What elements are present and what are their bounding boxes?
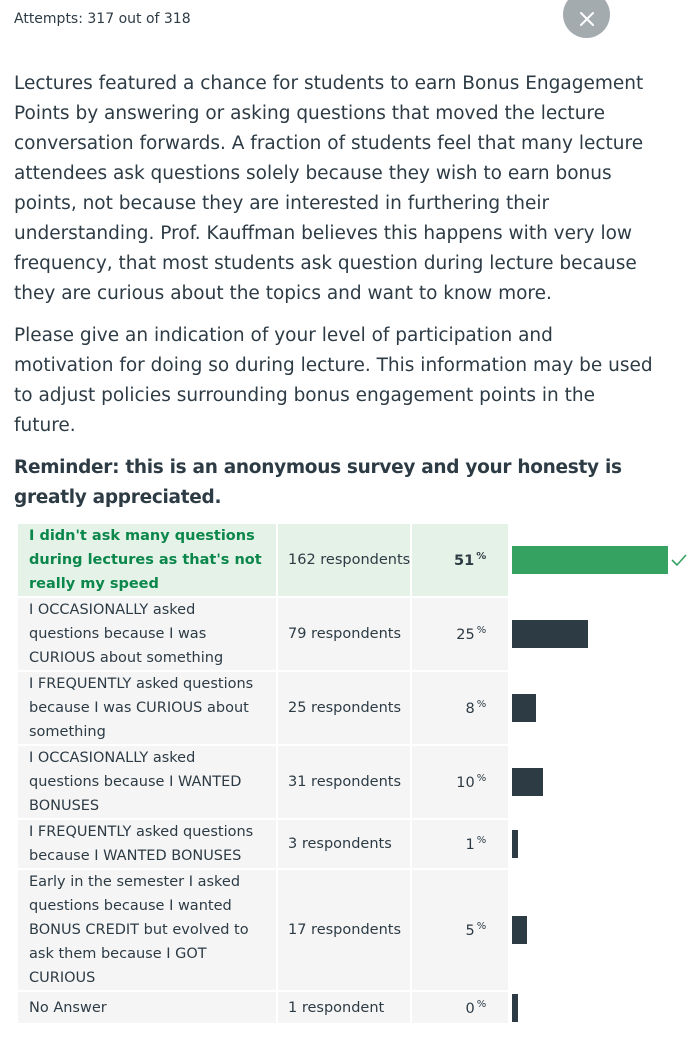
answer-results-table: I didn't ask many questions during lectu…	[16, 522, 687, 1025]
answer-percent: 51%	[412, 524, 509, 596]
answer-percent: 0%	[412, 992, 509, 1023]
result-bar	[512, 768, 544, 796]
percent-symbol: %	[476, 921, 487, 933]
close-icon	[579, 4, 594, 26]
bar-cell	[510, 820, 672, 868]
bar-cell	[510, 746, 672, 818]
percent-symbol: %	[476, 998, 487, 1010]
answer-percent: 10%	[412, 746, 509, 818]
question-text: Lectures featured a chance for students …	[14, 69, 654, 525]
answer-label: I OCCASIONALLY asked questions because I…	[18, 598, 276, 670]
answer-label: I FREQUENTLY asked questions because I W…	[18, 820, 276, 868]
answer-percent: 8%	[412, 672, 509, 744]
close-button[interactable]	[563, 0, 610, 38]
respondent-count: 3 respondents	[278, 820, 411, 868]
answer-row: Early in the semester I asked questions …	[18, 870, 672, 990]
result-bar	[512, 830, 519, 858]
answer-row: I OCCASIONALLY asked questions because I…	[18, 746, 672, 818]
percent-symbol: %	[476, 551, 487, 563]
percent-value: 1	[465, 836, 475, 853]
percent-symbol: %	[476, 835, 487, 847]
respondent-count: 1 respondent	[278, 992, 411, 1023]
question-paragraph-intro: Lectures featured a chance for students …	[14, 73, 644, 304]
answer-label: I FREQUENTLY asked questions because I w…	[18, 672, 276, 744]
respondent-count: 17 respondents	[278, 870, 411, 990]
respondent-count: 79 respondents	[278, 598, 411, 670]
answer-percent: 25%	[412, 598, 509, 670]
percent-value: 51	[454, 552, 475, 569]
answer-label: I didn't ask many questions during lectu…	[18, 524, 276, 596]
bar-cell	[510, 870, 672, 990]
percent-value: 10	[456, 774, 475, 791]
answer-percent: 1%	[412, 820, 509, 868]
percent-symbol: %	[476, 625, 487, 637]
bar-cell	[510, 672, 672, 744]
question-reminder: Reminder: this is an anonymous survey an…	[14, 457, 622, 508]
answer-row: I didn't ask many questions during lectu…	[18, 524, 687, 596]
result-bar	[512, 916, 528, 944]
percent-symbol: %	[476, 699, 487, 711]
answer-row: I FREQUENTLY asked questions because I w…	[18, 672, 672, 744]
attempts-counter: Attempts: 317 out of 318	[14, 11, 191, 27]
answer-row: I FREQUENTLY asked questions because I W…	[18, 820, 672, 868]
result-bar	[512, 620, 589, 648]
bar-cell	[510, 598, 672, 670]
answer-label: Early in the semester I asked questions …	[18, 870, 276, 990]
answer-label: I OCCASIONALLY asked questions because I…	[18, 746, 276, 818]
question-paragraph-prompt: Please give an indication of your level …	[14, 325, 653, 436]
percent-symbol: %	[476, 773, 487, 785]
answer-row: No Answer 1 respondent 0%	[18, 992, 672, 1023]
bar-cell	[510, 524, 687, 596]
answer-percent: 5%	[412, 870, 509, 990]
percent-value: 25	[456, 626, 475, 643]
respondent-count: 31 respondents	[278, 746, 411, 818]
percent-value: 5	[465, 922, 475, 939]
result-bar	[512, 694, 537, 722]
respondent-count: 25 respondents	[278, 672, 411, 744]
answer-row: I OCCASIONALLY asked questions because I…	[18, 598, 672, 670]
result-bar	[512, 546, 669, 574]
answer-label: No Answer	[18, 992, 276, 1023]
result-bar	[512, 993, 519, 1022]
respondent-count: 162 respondents	[278, 524, 411, 596]
correct-check-icon	[670, 551, 687, 573]
bar-cell	[510, 992, 672, 1023]
percent-value: 0	[465, 1000, 475, 1017]
percent-value: 8	[465, 700, 475, 717]
